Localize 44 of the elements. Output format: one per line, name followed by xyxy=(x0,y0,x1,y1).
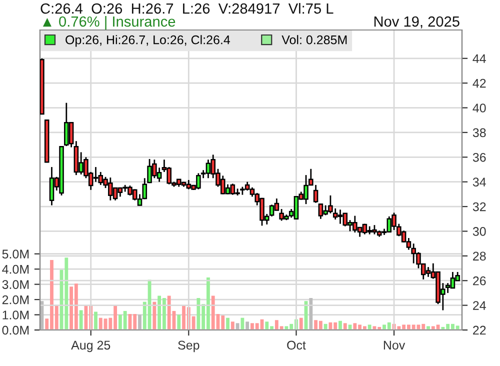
bar xyxy=(177,314,181,330)
y-tick-label: 44 xyxy=(472,54,486,63)
y-tick-label: 40 xyxy=(472,104,486,112)
y-tick-label: 36 xyxy=(472,152,486,162)
text: Nov 19, 2025 xyxy=(374,16,460,28)
y-tick-label: 1.0M xyxy=(2,310,29,320)
legend-label: Vol: 0.285M xyxy=(282,35,347,44)
y-tick-label: 26 xyxy=(473,276,486,286)
bar xyxy=(309,298,313,330)
bar xyxy=(236,323,240,330)
y-tick-label: 5.0M xyxy=(2,250,29,259)
y-tick-label: 3.0M xyxy=(2,280,29,289)
x-tick-label: Oct xyxy=(287,340,306,350)
bar xyxy=(79,310,83,330)
x-tick-label: Aug 25 xyxy=(71,340,110,352)
y-tick-label: 2.0M xyxy=(2,295,29,304)
bar xyxy=(343,323,347,330)
bar xyxy=(426,326,430,330)
bar xyxy=(324,324,328,330)
bar xyxy=(94,312,98,330)
y-tick-label: 32 xyxy=(472,202,486,212)
y-tick-label: 24 xyxy=(473,301,486,310)
bar xyxy=(246,322,250,330)
y-tick-label: 0.0M xyxy=(2,326,29,335)
bar xyxy=(368,324,372,330)
bar xyxy=(152,302,156,330)
bar xyxy=(226,318,230,330)
chart-title: C:26.4 O:26 H:26.7 L:26 V:284917 Vl:75 L xyxy=(40,3,334,14)
x-tick-label: Sep xyxy=(178,340,200,352)
bar xyxy=(338,320,342,330)
y-tick-label: 38 xyxy=(472,128,486,138)
chart-subtitle: ▲ 0.76% | Insurance xyxy=(42,16,176,30)
y-tick-label: 30 xyxy=(472,227,486,236)
y-tick-label: 4.0M xyxy=(2,264,29,274)
y-tick-label: 22 xyxy=(473,326,486,335)
y-tick-label: 28 xyxy=(473,252,486,261)
bar xyxy=(240,318,244,330)
bar xyxy=(299,318,303,330)
bar xyxy=(138,314,142,330)
y-tick-label: 42 xyxy=(472,78,486,88)
y-tick-label: 34 xyxy=(472,178,486,187)
bar xyxy=(230,322,234,330)
x-tick-label: Nov xyxy=(384,340,406,350)
legend-label: Op:26, Hi:26.7, Lo:26, Cl:26.4 xyxy=(66,35,230,47)
